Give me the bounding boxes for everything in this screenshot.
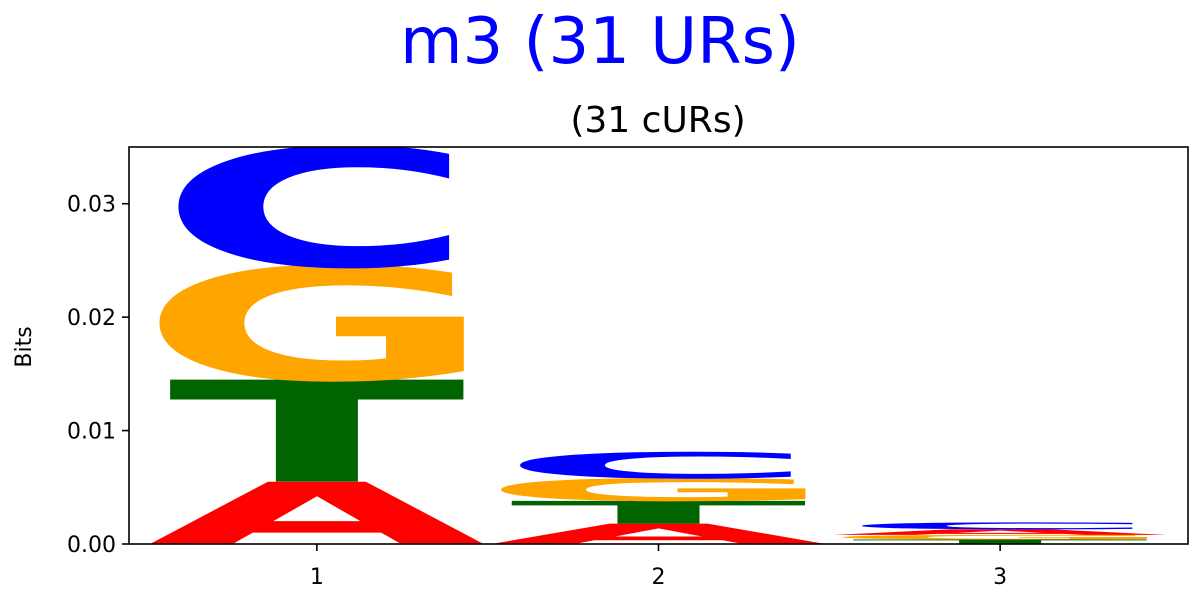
x-tick-label: 2 [652, 565, 666, 590]
y-tick-label: 0.01 [67, 420, 116, 445]
logo-letter-g: G [138, 236, 496, 417]
logo-letter-a: A [148, 465, 489, 564]
y-tick-label: 0.03 [67, 193, 116, 218]
logo-letter-c: C [498, 445, 818, 487]
logo-letter-g: G [479, 472, 837, 508]
y-tick-label: 0.02 [67, 306, 116, 331]
logo-letter-a: A [490, 518, 831, 551]
y-tick-label: 0.00 [67, 533, 116, 558]
x-tick-label: 3 [993, 565, 1007, 590]
x-tick-label: 1 [310, 565, 324, 590]
logo-letter-c: C [840, 521, 1160, 532]
logo-letter-g: G [821, 534, 1179, 541]
axes-title: (31 cURs) [570, 100, 745, 141]
logo-letter-t: T [851, 538, 1151, 545]
axes: 0.00 0.01 0.02 0.03 1 2 3 [67, 146, 1189, 590]
y-axis-label: Bits [12, 326, 37, 367]
logo-letter-a: A [831, 528, 1172, 537]
figure-title: m3 (31 URs) [400, 5, 800, 79]
logo-letter-t: T [510, 495, 810, 531]
logo-letter-c: C [157, 115, 477, 305]
logo-letter-t: T [168, 352, 468, 515]
